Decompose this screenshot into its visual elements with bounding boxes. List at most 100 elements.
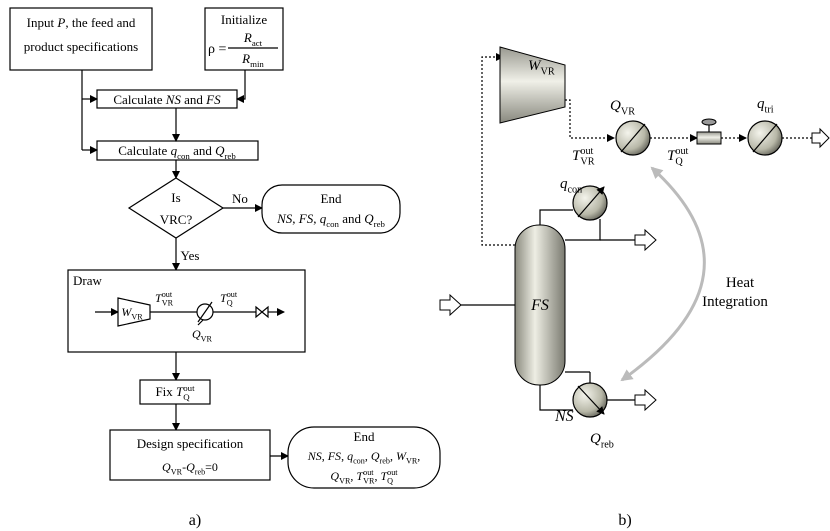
text-part: VR [339,477,351,486]
text-part: Q [227,299,233,308]
decision-diamond [129,178,223,238]
label: FS [530,297,549,314]
outlet-arrow [635,390,656,410]
initialize-title: Initialize [221,12,267,27]
caption: b) [618,512,631,529]
stream [565,100,614,138]
text-part: and [339,211,364,226]
caption: a) [189,512,201,529]
figure: Input P, the feed and product specificati… [0,0,830,531]
heat-integration-text: Heat [726,275,755,291]
text-part: VR [363,477,375,486]
label: qtri [757,96,774,116]
text-part: FS [530,297,549,314]
label: Qreb [590,431,614,451]
text-part: VR [201,335,213,344]
text-part: reb [601,440,614,451]
text-part: Input [27,15,58,30]
text-part: VR [541,67,555,78]
text-part: Is [171,190,180,205]
text-part: NS [276,211,293,226]
text-part: Heat [726,275,755,291]
text-part: VR [131,313,143,322]
text-part: out [675,146,688,157]
label: ToutVR [572,146,595,168]
text-part: min [250,59,264,69]
end-title: End [321,191,342,206]
text-part: R [243,30,252,45]
text-part: Q [330,469,339,483]
valve-handle [702,119,716,125]
valve [697,132,721,144]
design-title: Design specification [137,436,244,451]
text-part: FS [298,211,314,226]
text-part: Q [186,460,195,474]
outlet-arrow [812,129,829,147]
label: QVR [610,98,635,118]
text-part: Calculate [118,143,170,158]
text-part: NS [165,92,182,107]
label: qcon [560,176,582,196]
text-part: P [56,15,65,30]
text-part: act [252,38,263,48]
decision-text: Is [171,190,180,205]
rho-label: ρ = [208,42,226,57]
text-part: Fix [155,384,176,399]
text-part: VR [406,457,418,466]
heat-integration-text: Integration [702,294,768,310]
text-part: VR [162,299,174,308]
draw-title: Draw [73,273,102,288]
text-part: ρ = [208,42,226,57]
text-part: Q [183,392,190,402]
text-part: Q [610,98,621,114]
text-part: con [326,219,339,229]
text-part: reb [380,457,390,466]
draw-label: ToutVR [155,290,174,307]
text-part: Q [192,327,201,341]
text-part: con [568,185,583,196]
input-text: Input P, the feed and [27,15,136,30]
text-part: Q [590,431,601,447]
label: NS [554,408,574,425]
branch-label: No [232,191,248,206]
text-part: , the feed and [65,15,136,30]
text-part: No [232,191,248,206]
text-part: con [177,151,190,161]
text-part: Q [387,477,393,486]
text-part: R [241,51,250,66]
text-part: and [190,143,215,158]
arrow [237,70,245,99]
text-part: reb [195,468,205,477]
text-part: FS [205,92,221,107]
text-part: Calculate [113,92,165,107]
text-part: product specifications [24,39,138,54]
text-part: =0 [205,460,218,474]
text-part: , [417,449,420,463]
text-part: a) [189,512,201,529]
text-part: Q [162,460,171,474]
decision-text: VRC? [160,212,193,227]
text-part: con [353,457,365,466]
text-part: Q [675,157,683,168]
text-part: reb [374,219,386,229]
end-title: End [354,429,375,444]
text-part: Draw [73,273,102,288]
text-part: out [580,146,593,157]
line [540,385,573,410]
text-part: VR [621,107,635,118]
text-part: NS [307,449,322,463]
draw-box [68,270,305,352]
text-part: Design specification [137,436,244,451]
text-part: Initialize [221,12,267,27]
line [565,219,600,240]
text-part: VR [171,468,183,477]
text-part: and [181,92,206,107]
text-part: tri [765,105,774,116]
calc-text: Calculate NS and FS [113,92,221,107]
text-part: Q [371,449,380,463]
line [540,210,573,225]
text-part: reb [224,151,236,161]
text-part: Yes [181,248,200,263]
text-part: Integration [702,294,768,310]
